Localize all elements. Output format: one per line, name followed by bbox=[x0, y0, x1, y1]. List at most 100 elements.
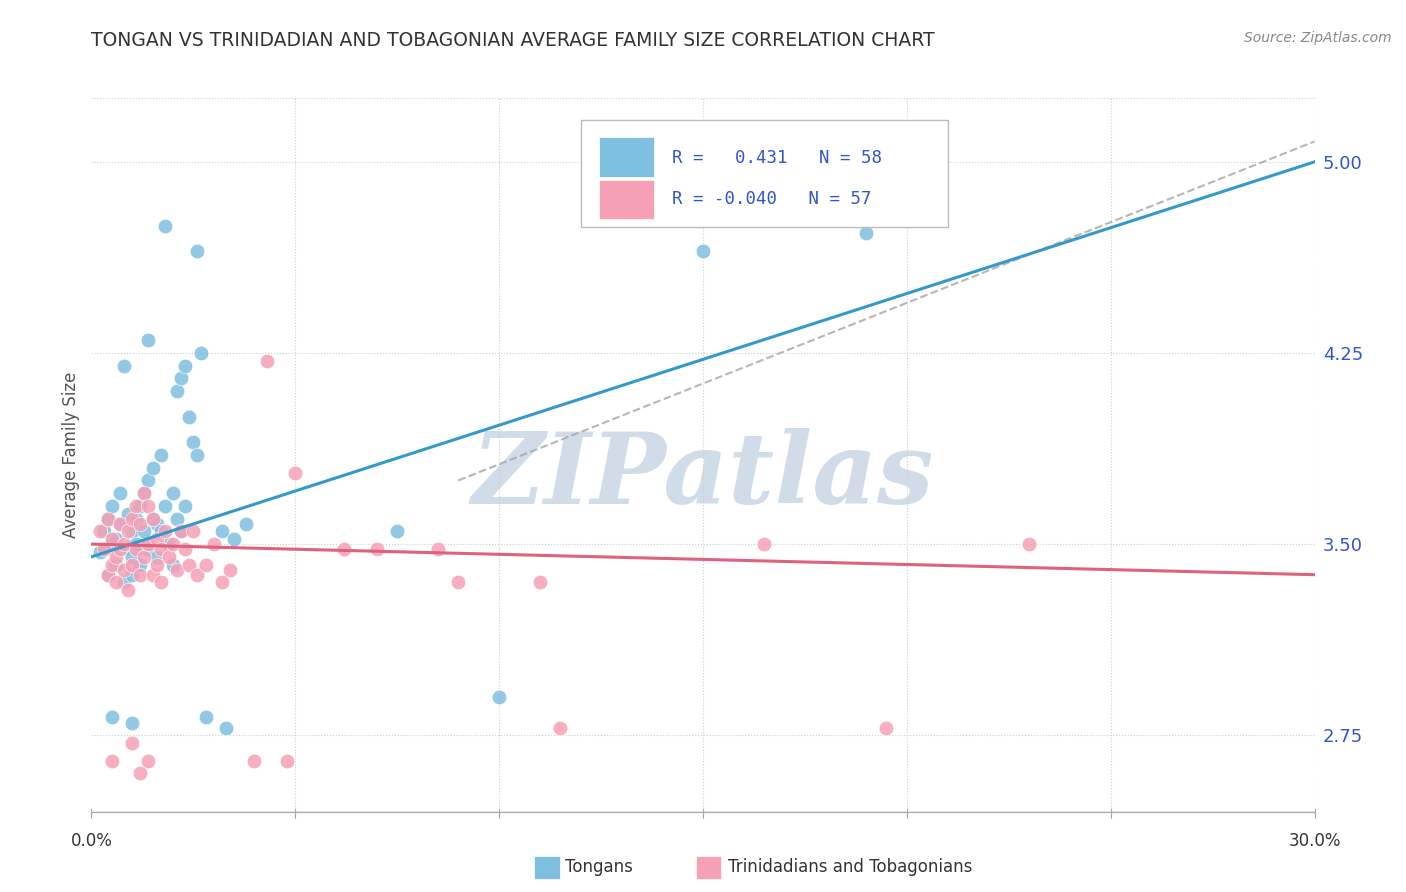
Point bbox=[134, 524, 156, 539]
Point bbox=[129, 567, 152, 582]
Point bbox=[125, 499, 148, 513]
Point bbox=[855, 226, 877, 240]
Point bbox=[174, 499, 197, 513]
Point bbox=[112, 575, 135, 590]
Point bbox=[93, 524, 115, 539]
Point bbox=[97, 511, 120, 525]
Point bbox=[145, 558, 167, 572]
Point bbox=[129, 499, 152, 513]
Point bbox=[101, 532, 124, 546]
Point bbox=[550, 721, 572, 735]
Point bbox=[101, 499, 124, 513]
Point bbox=[121, 715, 143, 730]
Y-axis label: Average Family Size: Average Family Size bbox=[62, 372, 80, 538]
Point bbox=[121, 736, 143, 750]
Point bbox=[186, 244, 208, 258]
Point bbox=[211, 524, 233, 539]
Point bbox=[157, 537, 180, 551]
Point bbox=[129, 766, 152, 780]
Point bbox=[256, 353, 278, 368]
Point bbox=[108, 542, 131, 557]
Point bbox=[529, 575, 551, 590]
Point bbox=[141, 460, 163, 475]
Point bbox=[93, 542, 115, 557]
Point bbox=[112, 537, 135, 551]
Point bbox=[162, 558, 184, 572]
Point bbox=[141, 511, 163, 525]
Point bbox=[112, 359, 135, 373]
Point bbox=[235, 516, 257, 531]
Point bbox=[166, 384, 188, 399]
Point bbox=[149, 448, 172, 462]
Point bbox=[427, 542, 450, 557]
Point bbox=[97, 511, 120, 525]
Point bbox=[108, 516, 131, 531]
Point bbox=[112, 563, 135, 577]
Text: Trinidadians and Tobagonians: Trinidadians and Tobagonians bbox=[728, 858, 973, 876]
Point bbox=[170, 524, 193, 539]
Point bbox=[166, 511, 188, 525]
Point bbox=[153, 219, 176, 233]
Point bbox=[117, 582, 139, 597]
Point bbox=[101, 754, 124, 768]
Point bbox=[174, 359, 197, 373]
Point bbox=[104, 558, 127, 572]
Point bbox=[125, 542, 148, 557]
Point bbox=[166, 563, 188, 577]
Point bbox=[186, 448, 208, 462]
Point bbox=[117, 507, 139, 521]
Point bbox=[112, 542, 135, 557]
Text: 0.0%: 0.0% bbox=[70, 832, 112, 850]
Point bbox=[333, 542, 356, 557]
Point bbox=[170, 524, 193, 539]
Text: 30.0%: 30.0% bbox=[1288, 832, 1341, 850]
Point bbox=[183, 524, 205, 539]
Point bbox=[138, 333, 160, 347]
Point bbox=[134, 486, 156, 500]
Point bbox=[243, 754, 266, 768]
Point bbox=[97, 567, 120, 582]
Text: ZIPatlas: ZIPatlas bbox=[472, 428, 934, 524]
Point bbox=[149, 575, 172, 590]
Point bbox=[101, 710, 124, 724]
Point bbox=[117, 524, 139, 539]
Point bbox=[108, 516, 131, 531]
Point bbox=[138, 499, 160, 513]
Point bbox=[134, 549, 156, 564]
Point bbox=[222, 532, 246, 546]
Point bbox=[125, 537, 148, 551]
Point bbox=[170, 371, 193, 385]
Point bbox=[875, 721, 898, 735]
Point bbox=[101, 537, 124, 551]
Point bbox=[202, 537, 225, 551]
Point bbox=[157, 549, 180, 564]
Point bbox=[183, 435, 205, 450]
Point bbox=[179, 409, 201, 424]
Point bbox=[190, 346, 212, 360]
Point bbox=[149, 524, 172, 539]
Point bbox=[366, 542, 388, 557]
Point bbox=[89, 524, 111, 539]
Point bbox=[276, 754, 298, 768]
Point bbox=[121, 549, 143, 564]
Point bbox=[284, 466, 307, 480]
Point bbox=[108, 486, 131, 500]
Point bbox=[174, 542, 197, 557]
Text: Source: ZipAtlas.com: Source: ZipAtlas.com bbox=[1244, 31, 1392, 45]
Point bbox=[104, 532, 127, 546]
Point bbox=[145, 516, 167, 531]
Point bbox=[149, 542, 172, 557]
Point bbox=[186, 567, 208, 582]
Point bbox=[129, 516, 152, 531]
Point bbox=[121, 567, 143, 582]
Point bbox=[488, 690, 510, 704]
Point bbox=[129, 558, 152, 572]
Point bbox=[138, 542, 160, 557]
Point bbox=[89, 545, 111, 559]
Point bbox=[194, 710, 217, 724]
Point bbox=[385, 524, 409, 539]
Bar bbox=[599, 137, 654, 177]
Point bbox=[97, 567, 120, 582]
Point bbox=[121, 511, 143, 525]
Text: TONGAN VS TRINIDADIAN AND TOBAGONIAN AVERAGE FAMILY SIZE CORRELATION CHART: TONGAN VS TRINIDADIAN AND TOBAGONIAN AVE… bbox=[91, 31, 935, 50]
